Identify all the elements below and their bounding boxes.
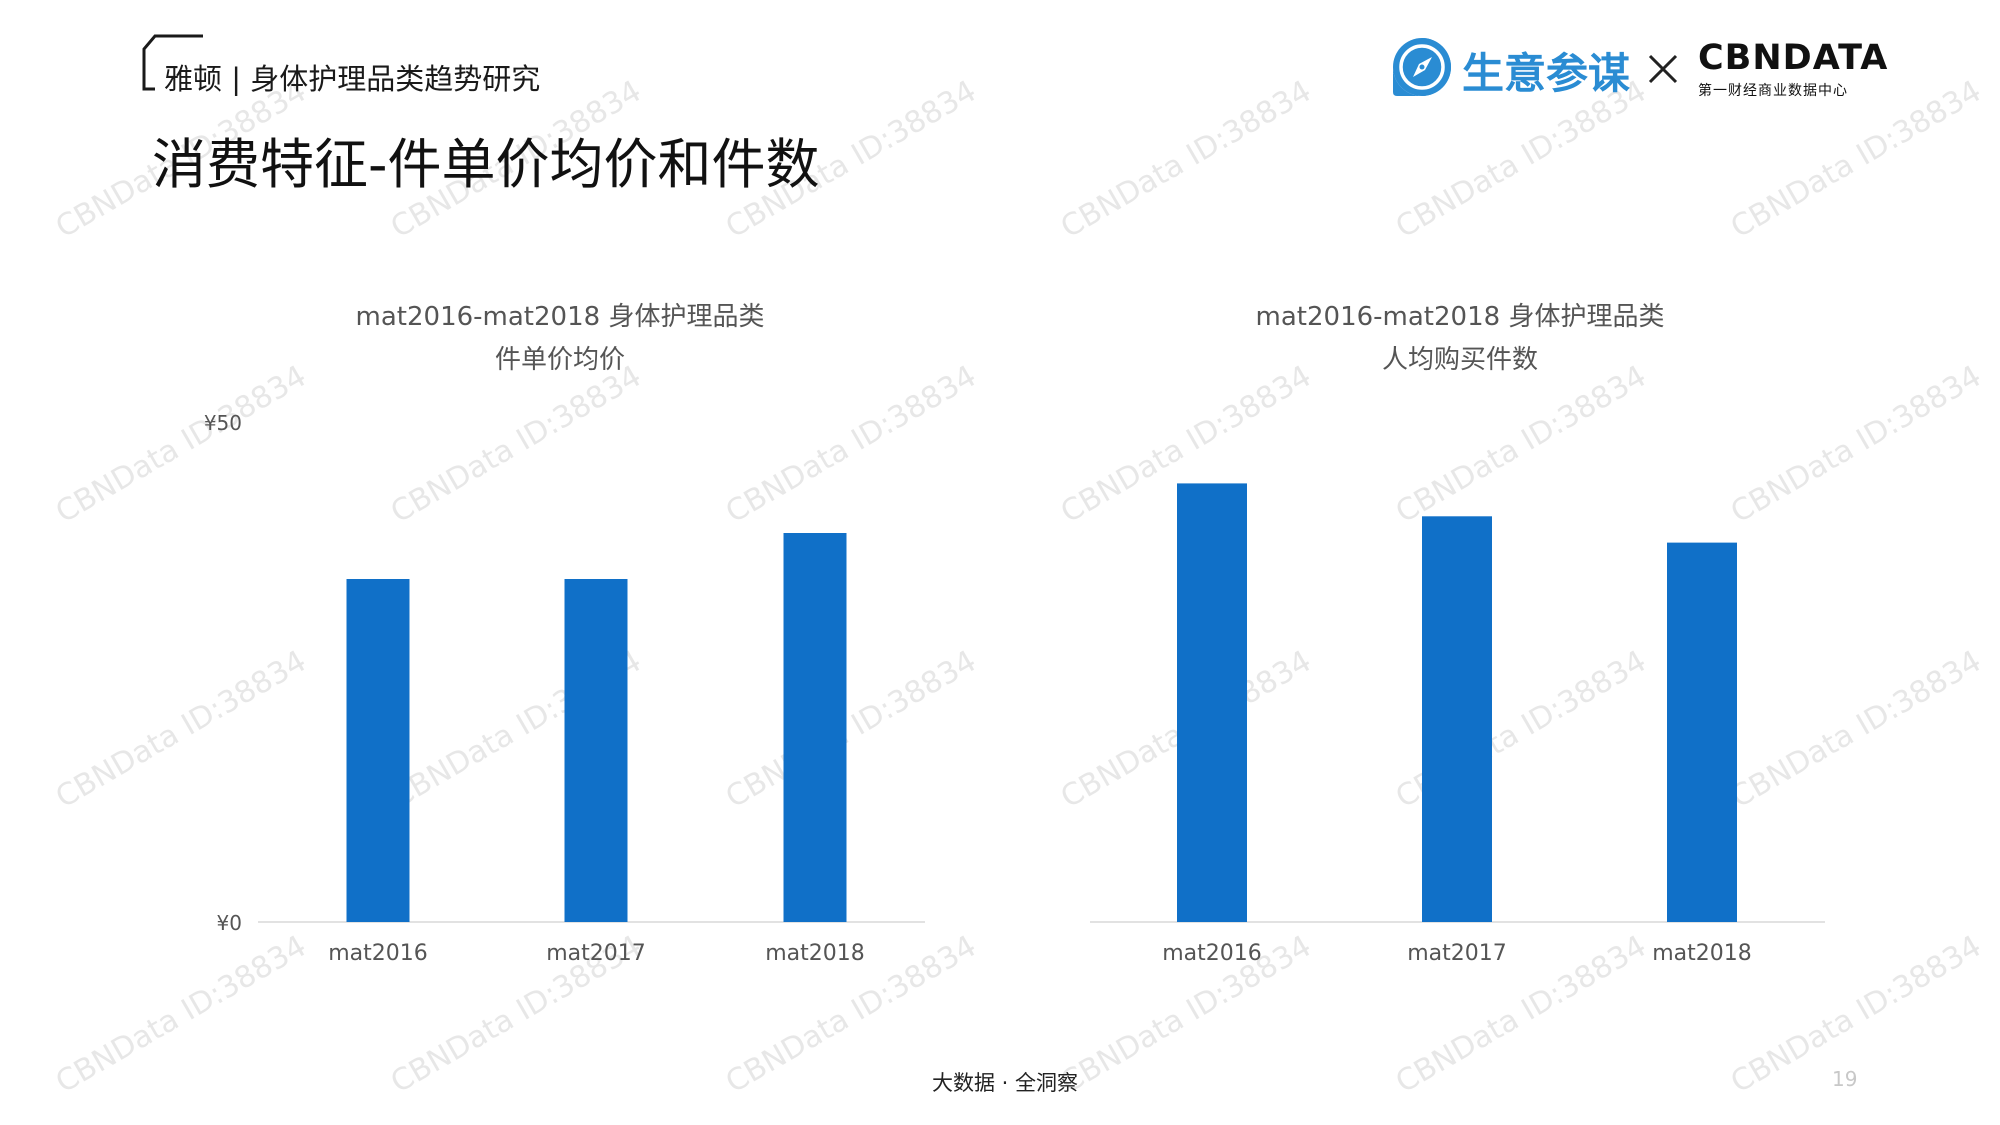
header-subtitle: 雅顿 | 身体护理品类趋势研究 xyxy=(164,62,541,96)
chart1-title-line2: 件单价均价 xyxy=(494,345,625,375)
x-tick-label-mat2016: mat2016 xyxy=(1162,941,1262,966)
x-tick-label-mat2018: mat2018 xyxy=(765,941,865,966)
footer-tagline: 大数据 · 全洞察 xyxy=(932,1071,1079,1095)
chart1-title-line1: mat2016-mat2018 身体护理品类 xyxy=(355,302,765,332)
chart2-title-line1: mat2016-mat2018 身体护理品类 xyxy=(1255,302,1665,332)
chart1-title: mat2016-mat2018 身体护理品类 件单价均价 xyxy=(340,296,780,382)
x-tick-label-mat2017: mat2017 xyxy=(1407,941,1507,966)
brand-bracket-icon xyxy=(142,34,203,91)
chart2-title: mat2016-mat2018 身体护理品类 人均购买件数 xyxy=(1230,296,1690,382)
x-tick-label-mat2016: mat2016 xyxy=(328,941,428,966)
page-title: 消费特征-件单价均价和件数 xyxy=(152,133,820,196)
bar-mat2017 xyxy=(1422,516,1492,922)
chart2-title-line2: 人均购买件数 xyxy=(1381,345,1538,375)
compass-icon xyxy=(1393,38,1451,96)
bar-mat2018 xyxy=(783,533,847,922)
y-tick-label: ¥50 xyxy=(204,411,242,435)
x-tick-label-mat2017: mat2017 xyxy=(546,941,646,966)
shengyi-logo-text: 生意参谋 xyxy=(1462,49,1631,98)
times-icon xyxy=(1648,54,1678,84)
bar-mat2016 xyxy=(346,579,410,922)
cbndata-logo-text: CBNDATA xyxy=(1698,38,1889,78)
bar-mat2017 xyxy=(564,579,628,922)
bar-mat2016 xyxy=(1177,483,1247,922)
bar-mat2018 xyxy=(1667,542,1737,922)
cbndata-logo-subtext: 第一财经商业数据中心 xyxy=(1698,83,1848,99)
x-tick-label-mat2018: mat2018 xyxy=(1652,941,1752,966)
page-number: 19 xyxy=(1832,1067,1858,1091)
y-tick-label: ¥0 xyxy=(217,911,242,935)
